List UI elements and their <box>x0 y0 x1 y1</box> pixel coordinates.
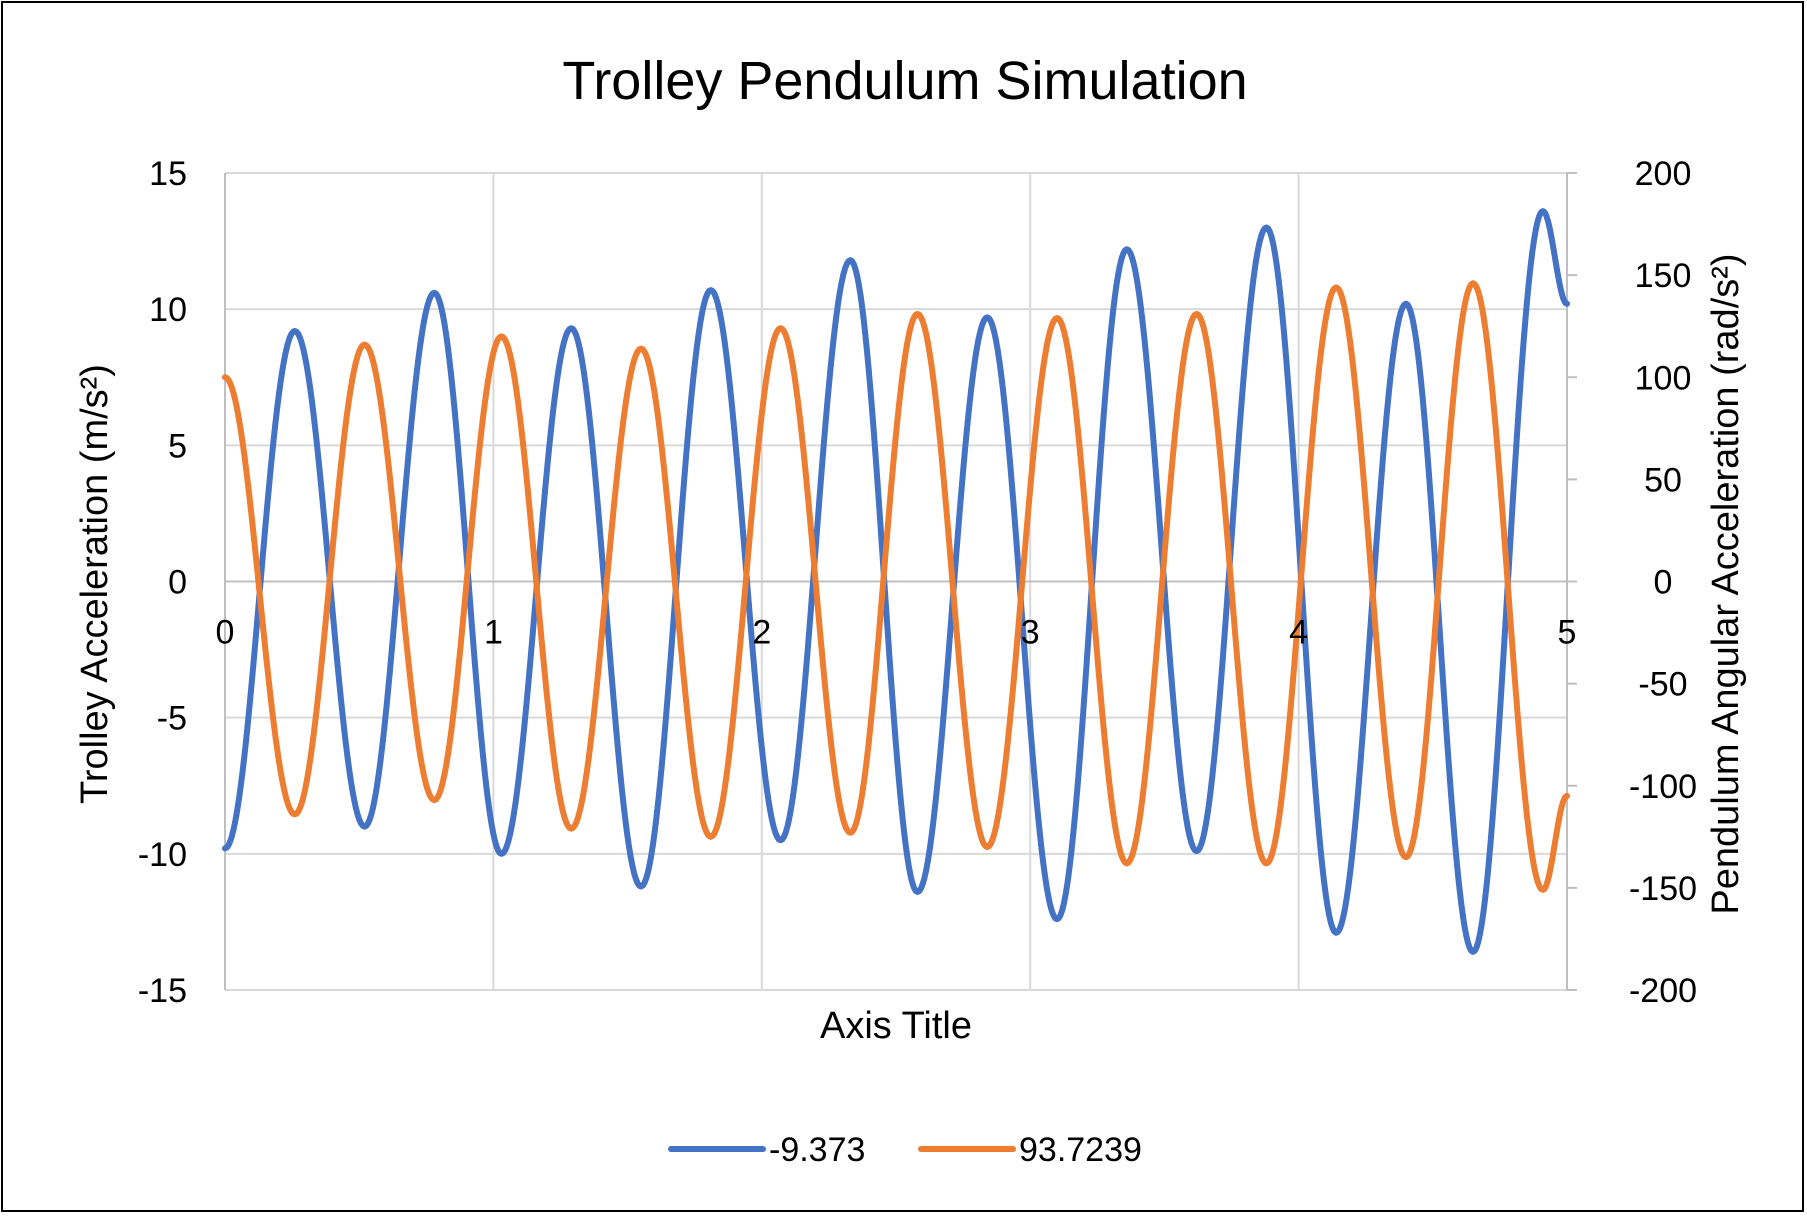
x-tick-label: 5 <box>1558 614 1577 652</box>
axes <box>224 172 1577 991</box>
y-axis-title: Trolley Acceleration (m/s²) <box>74 364 116 804</box>
y2-tick-label: 50 <box>1644 461 1682 499</box>
chart-title: Trolley Pendulum Simulation <box>562 51 1247 111</box>
y2-tick-label: 150 <box>1635 257 1692 295</box>
y-tick-label: 10 <box>149 291 187 329</box>
x-tick-label: 3 <box>1021 614 1040 652</box>
legend-label-series-2: 93.7239 <box>1019 1131 1142 1169</box>
y2-axis-title: Pendulum Angular Acceleration (rad/s²) <box>1705 253 1747 914</box>
x-tick-label: 2 <box>752 614 771 652</box>
chart: Trolley Pendulum Simulation -15-10-50510… <box>74 51 1747 1169</box>
legend-label-series-1: -9.373 <box>769 1131 865 1169</box>
y2-tick-label: -50 <box>1638 666 1687 704</box>
legend: -9.373 93.7239 <box>668 1131 1142 1169</box>
y-tick-label: -10 <box>138 836 187 874</box>
x-axis-title: Axis Title <box>820 1005 972 1047</box>
y2-tick-label: 200 <box>1635 155 1692 193</box>
y2-tick-label: 100 <box>1635 359 1692 397</box>
y-tick-label: -5 <box>157 700 187 738</box>
x-tick-label: 1 <box>484 614 503 652</box>
series-line-2 <box>222 280 1570 893</box>
y-tick-label: 15 <box>149 155 187 193</box>
y2-tick-label: 0 <box>1654 564 1673 602</box>
x-tick-label: 4 <box>1289 614 1308 652</box>
y-tick-label: -15 <box>138 972 187 1010</box>
y-tick-label: 0 <box>168 564 187 602</box>
series-line-1 <box>222 208 1570 955</box>
y2-tick-label: -150 <box>1629 870 1697 908</box>
x-tick-label: 0 <box>216 614 235 652</box>
series-lines <box>222 208 1570 955</box>
y2-tick-label: -200 <box>1629 972 1697 1010</box>
y2-tick-label: -100 <box>1629 768 1697 806</box>
y-tick-label: 5 <box>168 427 187 465</box>
